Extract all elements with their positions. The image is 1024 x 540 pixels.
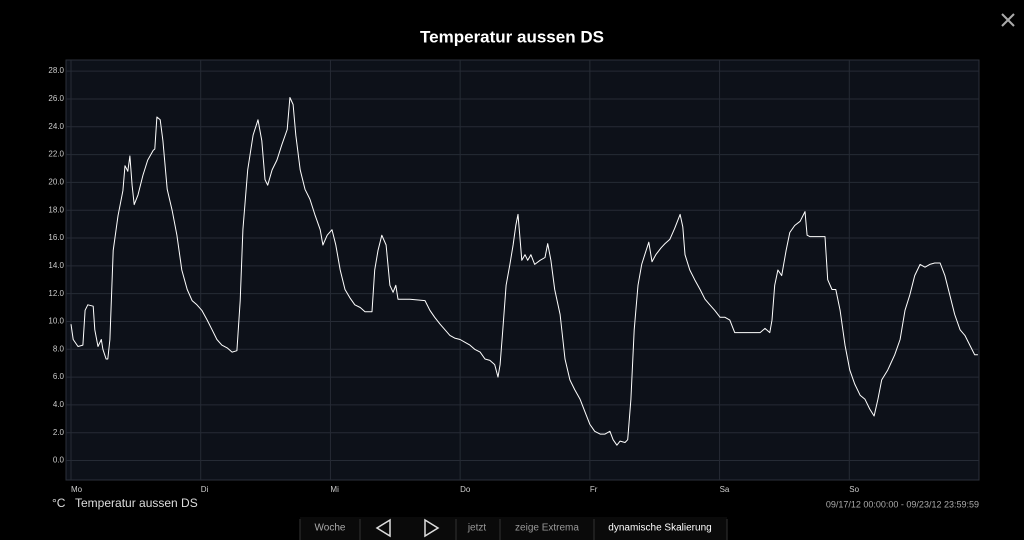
- extrema-button[interactable]: zeige Extrema: [515, 523, 579, 534]
- x-tick-label: Di: [201, 485, 209, 494]
- x-tick-label: Sa: [720, 485, 730, 494]
- y-tick-label: 26.0: [48, 94, 64, 103]
- y-tick-label: 0.0: [53, 456, 65, 465]
- scaling-button[interactable]: dynamische Skalierung: [608, 523, 711, 534]
- y-tick-label: 2.0: [53, 428, 65, 437]
- x-tick-label: Mo: [71, 485, 83, 494]
- x-tick-label: Mi: [330, 485, 339, 494]
- data-line: [70, 97, 978, 446]
- toolbar: Woche jetzt zeige Extrema dynamische Ska…: [299, 517, 728, 540]
- legend-label: Temperatur aussen DS: [75, 496, 198, 510]
- y-tick-label: 18.0: [48, 205, 64, 214]
- date-range: 09/17/12 00:00:00 - 09/23/12 23:59:59: [826, 499, 979, 509]
- y-tick-label: 16.0: [48, 233, 64, 242]
- prev-button[interactable]: [375, 518, 391, 538]
- y-tick-label: 10.0: [48, 317, 64, 326]
- close-button[interactable]: [1001, 13, 1015, 27]
- y-tick-label: 14.0: [48, 261, 64, 270]
- x-tick-label: Do: [460, 485, 471, 494]
- x-tick-label: So: [849, 485, 859, 494]
- close-icon: [1001, 13, 1015, 27]
- week-button[interactable]: Woche: [315, 523, 346, 534]
- y-tick-label: 4.0: [53, 400, 65, 409]
- y-tick-label: 20.0: [48, 177, 64, 186]
- y-tick-label: 24.0: [48, 122, 64, 131]
- y-tick-label: 12.0: [48, 289, 64, 298]
- y-tick-label: 28.0: [48, 66, 64, 75]
- next-button[interactable]: [424, 518, 440, 538]
- x-tick-label: Fr: [590, 485, 598, 494]
- legend-unit: °C: [52, 496, 66, 510]
- toolbar-bg: [300, 517, 727, 540]
- plot-area: [65, 59, 980, 481]
- chart-title: Temperatur aussen DS: [420, 27, 604, 46]
- now-button[interactable]: jetzt: [467, 523, 487, 534]
- y-tick-label: 8.0: [53, 344, 65, 353]
- y-tick-label: 22.0: [48, 150, 64, 159]
- y-tick-label: 6.0: [53, 372, 65, 381]
